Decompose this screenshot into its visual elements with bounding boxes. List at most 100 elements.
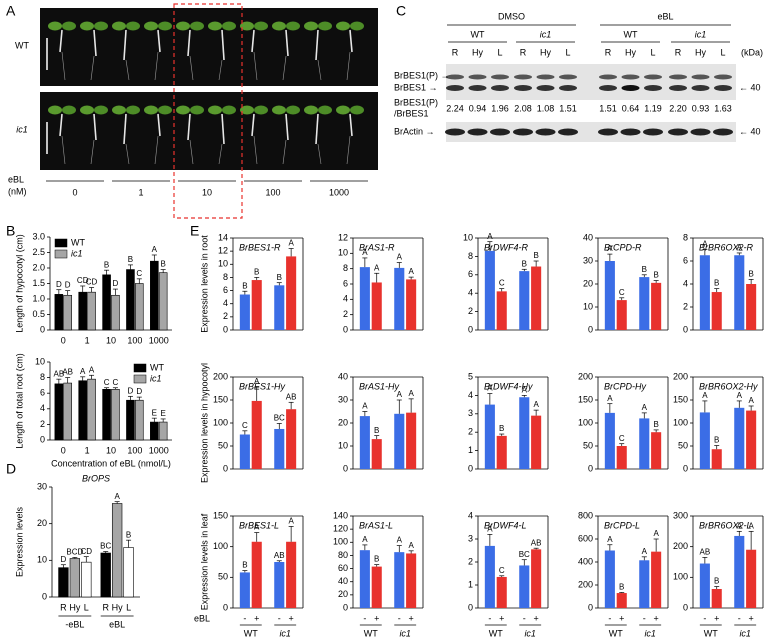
bar [531,266,542,330]
cotyledon [222,21,236,31]
cotyledon [304,105,318,115]
y-tick-label: 4 [223,298,228,308]
root [125,143,130,165]
x-tick-label: + [254,613,259,623]
bar [239,434,250,469]
y-tick-label: 10 [338,248,348,258]
y-tick-label: 10 [37,555,47,565]
chart-title: BrBR6OX2-Hy [699,381,758,391]
bar [639,560,650,608]
band [669,74,687,80]
chart-title: BrDWF4-R [484,242,528,252]
cotyledon [144,21,158,31]
dose-label: 10 [202,187,212,197]
y-tick-label: 0.5 [32,309,45,319]
hypocotyl [59,29,63,53]
panel-label: E [190,223,199,239]
y-tick-label: 0 [468,463,473,473]
cotyledon [176,21,190,31]
lane-label: L [565,47,570,57]
bar [711,449,722,469]
legend-label: WT [150,362,164,372]
group-label: WT [244,628,258,638]
root [253,135,258,165]
photo [40,8,378,86]
bar [699,255,710,330]
y-tick-label: 20 [37,518,47,528]
ratio: 2.24 [446,103,464,113]
lane-label: Hy [625,47,636,57]
root [189,55,194,81]
highlight-box [173,3,243,219]
legend-label: ic1 [71,248,83,258]
lane-label: L [497,47,502,57]
bar [286,256,297,330]
root [282,139,287,165]
y-tick-label: 4 [468,510,473,520]
cotyledon [62,105,76,115]
y-tick-label: 0 [223,602,228,612]
y-tick-label: 150 [213,394,228,404]
y-tick-label: 0 [683,602,688,612]
y-tick-label: 0 [588,463,593,473]
ratio: 1.51 [559,103,577,113]
cotyledon [254,105,268,115]
marker-label: ← 40 [739,82,761,92]
band [558,128,578,136]
bar [616,446,627,469]
y-tick-label: 40 [338,576,348,586]
root [346,135,351,165]
y-tick-label: 8 [223,272,228,282]
x-tick-label: 100 [127,335,142,345]
y-tick-label: 6 [683,255,688,265]
photo [40,92,378,170]
band [467,128,488,136]
significance-letter: A [642,403,648,412]
x-tick-label: 1 [85,335,90,345]
y-tick-label: 150 [578,394,593,404]
hypocotyl [157,113,161,137]
bar [102,388,111,441]
significance-letter: C [499,279,505,288]
significance-letter: B [277,273,282,282]
bar [406,412,417,469]
hypocotyl [349,29,353,53]
band [513,128,533,136]
ratio: 1.19 [644,103,662,113]
y-tick-label: 3 [468,408,473,418]
cotyledon [80,21,94,31]
hypocotyl [251,29,255,53]
bar [135,399,144,441]
group-label: eBL [109,619,125,629]
bar [274,285,285,330]
significance-letter: A [522,386,528,395]
bar [111,503,123,598]
y-tick-label: 4 [40,403,45,413]
bar [102,274,111,331]
x-axis-label: Concentration of eBL (nmol/L) [51,458,171,468]
significance-letter: A [653,529,659,538]
unit-label: (kDa) [741,47,763,57]
band [599,85,617,91]
legend-label: ic1 [150,373,162,383]
band [536,85,555,91]
significance-letter: A [254,523,260,532]
lane-label: Hy [472,47,483,57]
significance-letter: B [128,255,133,264]
group-label: WT [609,628,623,638]
significance-letter: BC [100,542,111,551]
significance-letter: D [113,279,119,288]
y-tick-label: 0 [588,324,593,334]
significance-letter: A [362,248,368,257]
cotyledon [318,105,332,115]
bar [651,432,662,469]
chart-title: BrCPD-L [604,520,640,530]
significance-letter: A [408,541,414,550]
significance-letter: E [152,408,157,417]
hypocotyl [187,29,191,57]
cotyledon [286,21,300,31]
chart-title: BrAS1-Hy [359,381,400,391]
root [90,55,95,81]
chart-title: BrBR6OX2-R [699,242,754,252]
cotyledon [126,105,140,115]
